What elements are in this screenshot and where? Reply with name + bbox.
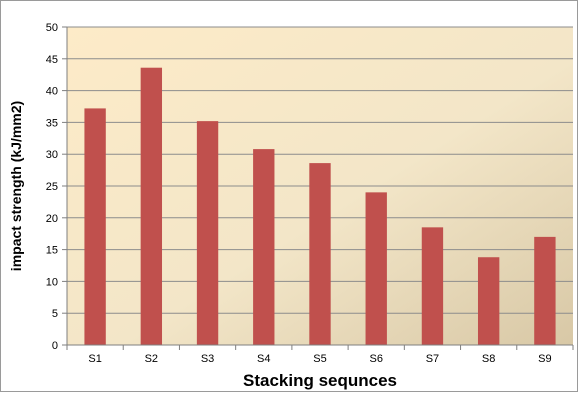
bar-s5 [309, 163, 331, 345]
y-tick-label: 20 [46, 213, 58, 225]
x-tick-label: S6 [369, 353, 382, 365]
y-tick-label: 30 [46, 149, 58, 161]
bar-s9 [534, 236, 556, 345]
bar-s2 [140, 67, 163, 345]
x-tick-label: S7 [426, 353, 439, 365]
x-tick-label: S1 [88, 353, 101, 365]
y-tick-label: 50 [46, 22, 58, 34]
x-axis-title: Stacking sequnces [243, 371, 397, 390]
x-tick-label: S9 [538, 353, 551, 365]
x-tick-label: S4 [257, 353, 270, 365]
y-tick-label: 0 [52, 340, 58, 352]
bars [84, 67, 556, 346]
bar-s8 [477, 257, 500, 345]
bar-s6 [365, 192, 387, 345]
axes: 0 5 10 15 20 25 30 35 40 45 50 S1 S2 S3 S4 S5 S6 S7 S8 S9 [46, 22, 574, 365]
y-tick-label: 10 [46, 276, 58, 288]
x-tick-label: S3 [201, 353, 214, 365]
y-tick-label: 45 [46, 54, 58, 66]
y-tick-label: 5 [52, 308, 58, 320]
bar-s4 [253, 149, 275, 345]
y-tick-label: 35 [46, 117, 58, 129]
x-tick-label: S5 [313, 353, 326, 365]
bar-s1 [84, 108, 106, 346]
y-tick-label: 25 [46, 181, 58, 193]
bar-s7 [421, 227, 444, 345]
x-tick-label: S2 [145, 353, 158, 365]
bar-s3 [196, 121, 219, 346]
y-tick-label: 40 [46, 86, 58, 98]
x-tick-label: S8 [482, 353, 495, 365]
y-tick-label: 15 [46, 245, 58, 257]
y-axis-title: impact strength (kJ/mm2) [8, 101, 24, 271]
